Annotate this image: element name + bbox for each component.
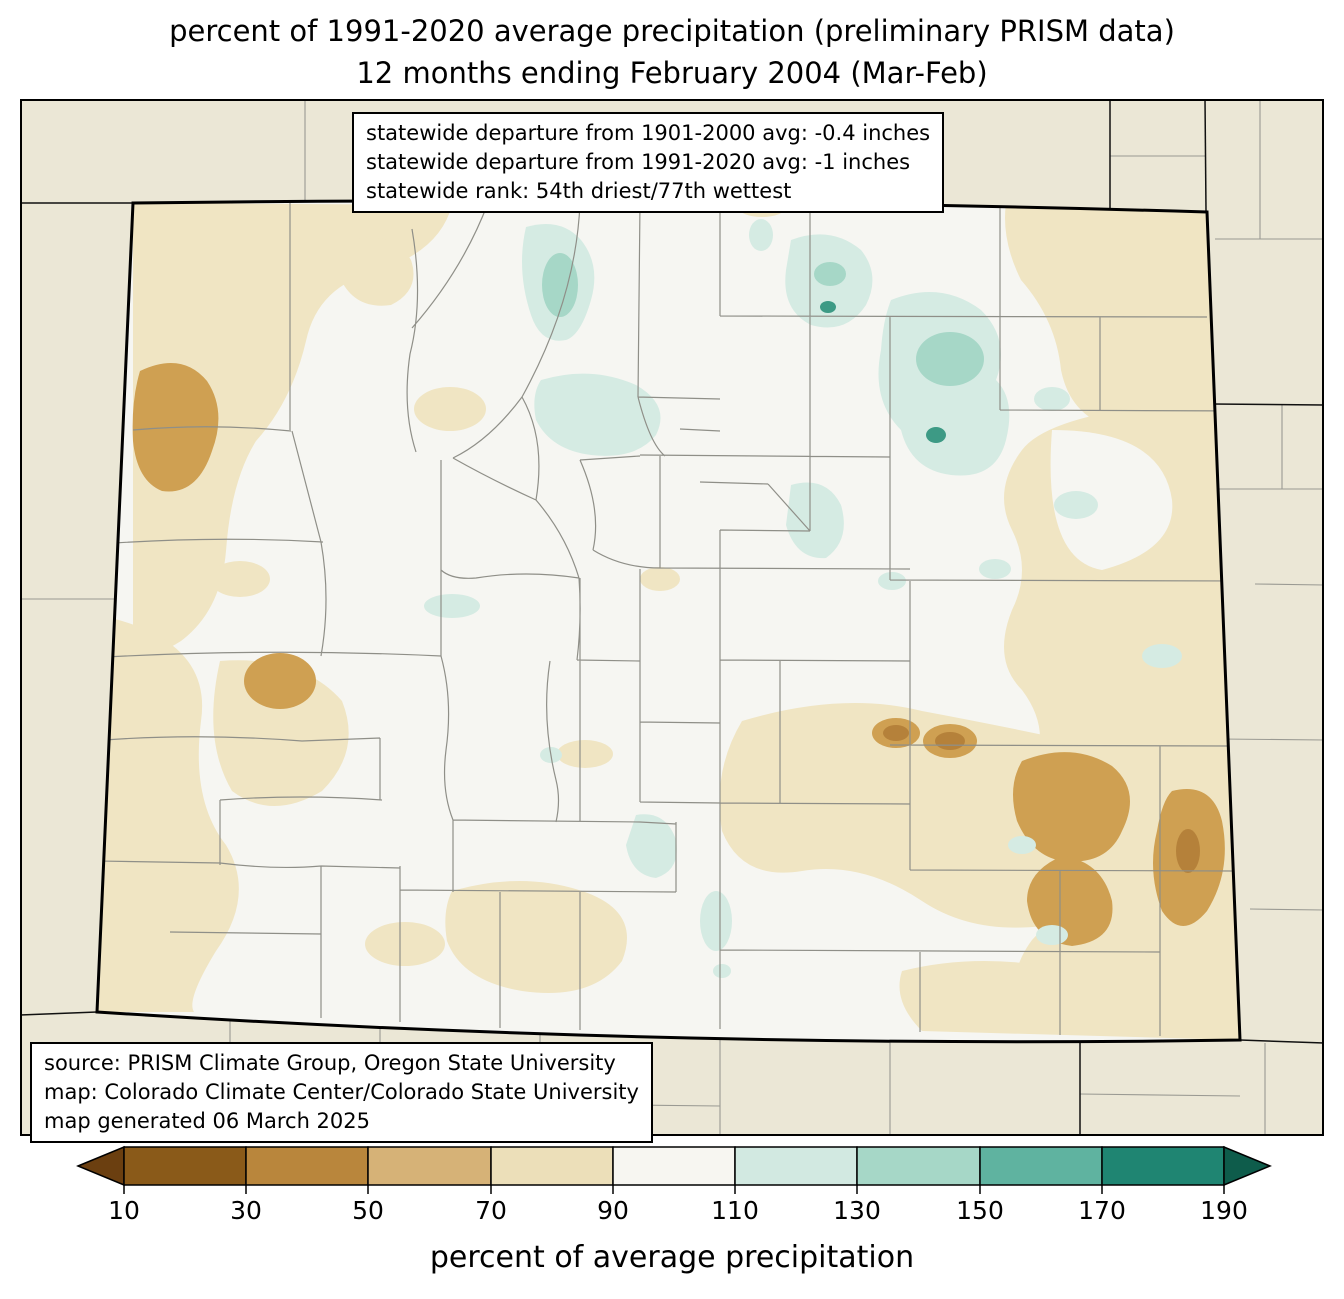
tick-label-170: 170: [1078, 1196, 1126, 1225]
colorbar-segment-170-190: [1101, 1146, 1225, 1186]
colorbar-left-arrow: [76, 1145, 125, 1187]
tick-label-130: 130: [833, 1196, 881, 1225]
generated-date-line: map generated 06 March 2025: [44, 1108, 371, 1133]
tick-label-110: 110: [711, 1196, 759, 1225]
tick-label-50: 50: [352, 1196, 384, 1225]
colorbar-segment-90-110: [612, 1146, 736, 1186]
colorbar-segment-110-130: [734, 1146, 858, 1186]
county-boundaries: [97, 202, 1240, 1036]
tick-label-150: 150: [956, 1196, 1004, 1225]
tick-label-70: 70: [475, 1196, 507, 1225]
stats-line-rank: statewide rank: 54th driest/77th wettest: [366, 178, 792, 203]
tick-label-10: 10: [108, 1196, 140, 1225]
colorbar-segment-30-50: [245, 1146, 369, 1186]
wet-130-150-regions: [542, 253, 984, 386]
colorbar-segment-70-90: [490, 1146, 614, 1186]
map-credit-line: map: Colorado Climate Center/Colorado St…: [44, 1079, 639, 1104]
colorbar-segment-130-150: [856, 1146, 981, 1186]
source-line: source: PRISM Climate Group, Oregon Stat…: [44, 1051, 616, 1075]
stats-line-departure-1901-2000: statewide departure from 1901-2000 avg: …: [366, 121, 931, 145]
source-attribution-box: source: PRISM Climate Group, Oregon Stat…: [30, 1042, 653, 1143]
tick-label-90: 90: [597, 1196, 629, 1225]
page-title-line2: 12 months ending February 2004 (Mar-Feb): [356, 56, 988, 90]
colorbar-ticks: [123, 1185, 1225, 1194]
colorbar-segment-50-70: [367, 1146, 492, 1186]
map-axes-frame: [20, 99, 1324, 1136]
wet-150-170-spots: [820, 301, 946, 443]
colorbar-segment-10-30: [123, 1146, 247, 1186]
neighbor-county-lines: [20, 99, 1324, 1136]
tick-label-30: 30: [230, 1196, 262, 1225]
stats-line-departure-1991-2020: statewide departure from 1991-2020 avg: …: [366, 149, 911, 174]
colorbar-axis-label: percent of average precipitation: [429, 1240, 915, 1275]
colorbar-tick-labels: 10 30 50 70 90 110 130 150 170 190: [108, 1196, 1248, 1225]
near-average-overlay: [1050, 430, 1173, 570]
colorbar-right-arrow: [1223, 1145, 1272, 1187]
statewide-stats-box: statewide departure from 1901-2000 avg: …: [352, 112, 945, 213]
tick-label-190: 190: [1200, 1196, 1248, 1225]
neighbor-state-borders: [20, 99, 1324, 1136]
colorbar: 10 30 50 70 90 110 130 150 170 190: [76, 1145, 1272, 1225]
colorado-precip-map: [20, 99, 1324, 1136]
colorbar-segment-150-170: [979, 1146, 1103, 1186]
page-title-line1: percent of 1991-2020 average precipitati…: [169, 14, 1175, 48]
